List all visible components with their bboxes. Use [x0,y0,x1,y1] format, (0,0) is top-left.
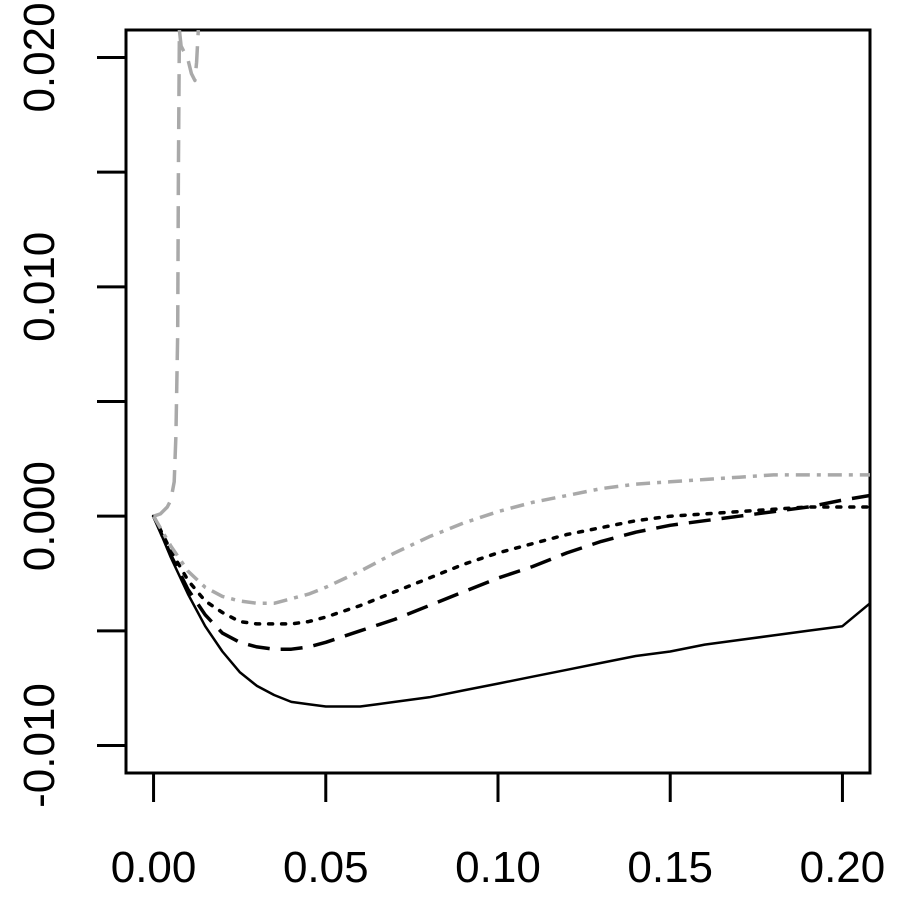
x-tick-label: 0.15 [627,843,713,892]
x-tick-label: 0.10 [455,843,541,892]
x-tick-label: 0.20 [800,843,886,892]
x-axis: 0.00 0.05 0.10 0.15 0.20 [111,771,886,892]
series-line-1 [152,515,870,708]
y-tick-label: 0.000 [15,461,64,571]
series-line-4 [152,473,870,606]
x-tick-label: 0.00 [111,843,197,892]
y-tick-label: 0.010 [15,232,64,342]
y-axis: -0.010 0.000 0.010 0.020 [15,2,128,808]
series-line-2 [151,493,870,651]
x-tick-label: 0.05 [283,843,369,892]
series-line-5 [153,30,201,518]
y-tick-label: -0.010 [15,683,64,808]
plot-frame [124,28,872,775]
y-tick-label: 0.020 [15,2,64,112]
series-line-3 [151,505,870,626]
series-layer [151,30,870,708]
